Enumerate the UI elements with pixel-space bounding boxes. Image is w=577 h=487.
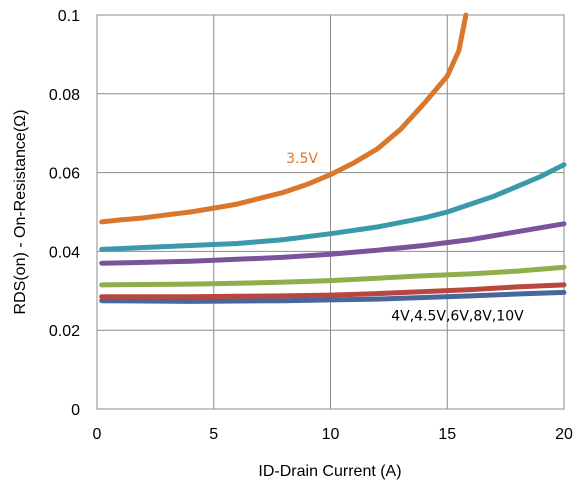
y-tick-label: 0.08 [49,87,80,104]
annotations: 3.5V 4V,4.5V,6V,8V,10V [286,151,524,325]
y-tick-labels: 0 0.02 0.04 0.06 0.08 0.1 [49,8,80,419]
series-group [99,12,567,304]
series-line-3 [99,264,567,288]
series-line-5 [99,289,567,304]
y-tick-label: 0.04 [49,244,80,261]
x-tick-labels: 0 5 10 15 20 [93,426,573,443]
x-tick-label: 10 [322,426,340,443]
annotation-label: 3.5V [286,151,318,167]
y-tick-label: 0.1 [58,8,80,25]
y-tick-label: 0 [71,402,80,419]
plot-frame [96,14,565,410]
y-tick-label: 0.02 [49,323,80,340]
series-line-0 [99,12,469,225]
annotation-label: 4V,4.5V,6V,8V,10V [391,308,524,324]
x-tick-label: 5 [209,426,218,443]
series-line-4 [99,282,567,300]
x-tick-label: 0 [93,426,102,443]
series-line-2 [99,221,567,266]
series-line-1 [99,162,567,252]
grid [96,14,565,410]
x-tick-label: 15 [438,426,456,443]
x-axis-label: ID-Drain Current (A) [258,463,401,480]
y-tick-label: 0.06 [49,166,80,183]
y-axis-label: RDS(on) - On-Resistance(Ω) [12,110,29,315]
x-tick-label: 20 [555,426,573,443]
